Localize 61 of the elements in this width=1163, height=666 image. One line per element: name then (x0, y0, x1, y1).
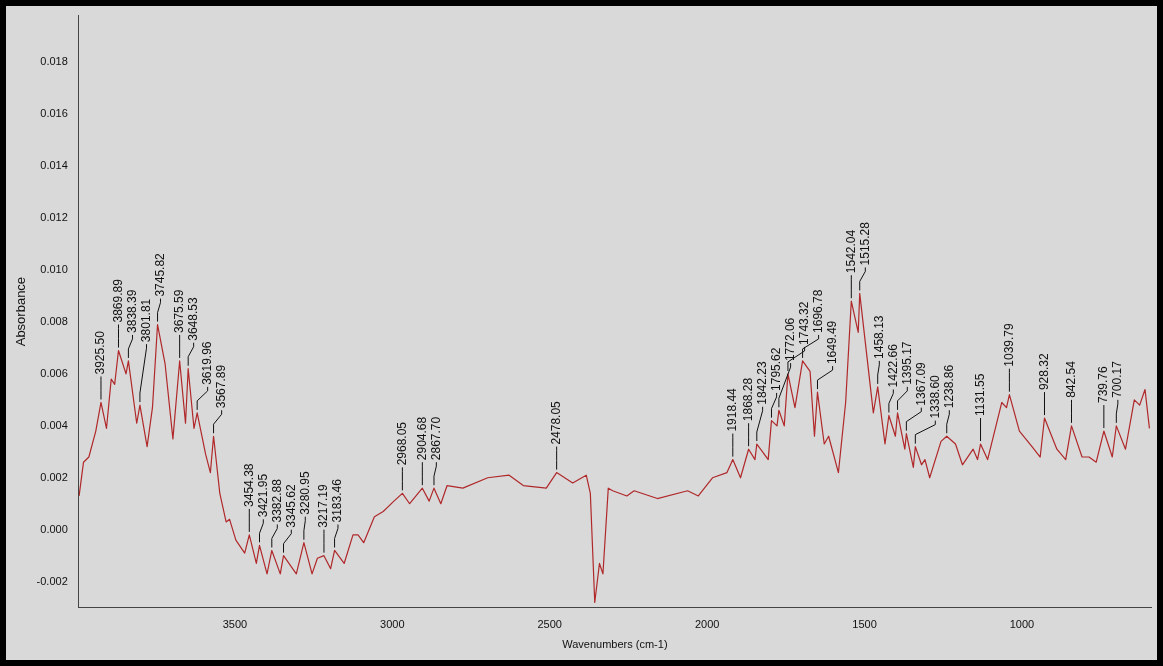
annotation: 3619.96 (199, 341, 214, 385)
y-tick-label: -0.002 (36, 574, 68, 587)
annotation: 928.32 (1036, 353, 1051, 391)
annotation: 3345.62 (283, 483, 298, 528)
x-tick-label: 2500 (537, 618, 562, 631)
annotation: 2867.70 (428, 416, 443, 461)
annotation: 3745.82 (152, 252, 167, 297)
annotation: 1458.13 (871, 315, 886, 359)
annotation: 1918.44 (725, 387, 740, 432)
annotation: 1039.79 (1001, 322, 1016, 367)
annotation: 842.54 (1063, 360, 1078, 398)
annotation: 2904.68 (414, 416, 429, 461)
annotation: 1131.55 (972, 373, 987, 417)
y-tick-label: 0.014 (40, 159, 68, 172)
x-axis-title: Wavenumbers (cm-1) (562, 638, 668, 651)
x-tick-label: 3500 (222, 618, 248, 631)
annotation: 3421.95 (255, 473, 270, 518)
annotation: 3280.95 (297, 470, 312, 515)
x-tick-label: 1500 (852, 618, 877, 631)
y-tick-label: 0.006 (40, 366, 68, 379)
annotation: 1772.06 (782, 317, 797, 362)
annotation: 3454.38 (241, 463, 256, 507)
annotation: 1395.17 (899, 341, 914, 385)
annotation: 3838.39 (124, 289, 139, 333)
annotation: 3382.88 (269, 478, 284, 523)
annotation: 3925.50 (93, 330, 108, 375)
annotation: 739.76 (1096, 366, 1111, 404)
annotation: 1422.66 (885, 343, 900, 388)
y-axis-title: Absorbance (13, 276, 29, 347)
annotation: 2968.05 (394, 421, 409, 466)
annotation: 3183.46 (330, 478, 345, 523)
annotation: 1515.28 (857, 221, 872, 266)
annotation: 1696.78 (810, 289, 825, 333)
annotation: 1842.23 (754, 361, 769, 405)
y-tick-label: 0.010 (40, 263, 68, 276)
annotation: 700.17 (1110, 360, 1125, 398)
x-tick-label: 2000 (694, 618, 720, 631)
y-tick-label: 0.004 (40, 418, 68, 431)
annotation: 3869.89 (110, 278, 125, 323)
annotation: 1367.09 (913, 361, 928, 406)
annotation: 1238.86 (941, 364, 956, 409)
x-tick-label: 3000 (380, 618, 405, 631)
y-tick-label: 0.002 (40, 470, 68, 483)
annotation: 1338.60 (927, 374, 942, 419)
annotation: 1868.28 (740, 377, 755, 422)
annotation: 1743.32 (796, 301, 811, 345)
annotation: 3675.59 (171, 289, 186, 333)
annotation: 3801.81 (138, 298, 153, 343)
annotation: 1542.04 (843, 229, 858, 274)
y-tick-label: 0.016 (40, 107, 68, 120)
annotation: 1795.62 (768, 347, 783, 391)
x-tick-label: 1000 (1009, 618, 1035, 631)
annotation: 3217.19 (316, 483, 331, 528)
annotation: 3648.53 (185, 297, 200, 341)
annotation: 2478.05 (548, 400, 563, 445)
y-tick-label: 0.000 (40, 522, 68, 535)
y-tick-label: 0.012 (40, 211, 68, 224)
y-tick-label: 0.018 (40, 55, 68, 68)
annotation: 1649.49 (824, 320, 839, 365)
annotation: 3567.89 (213, 364, 228, 409)
y-tick-label: 0.008 (40, 315, 68, 328)
